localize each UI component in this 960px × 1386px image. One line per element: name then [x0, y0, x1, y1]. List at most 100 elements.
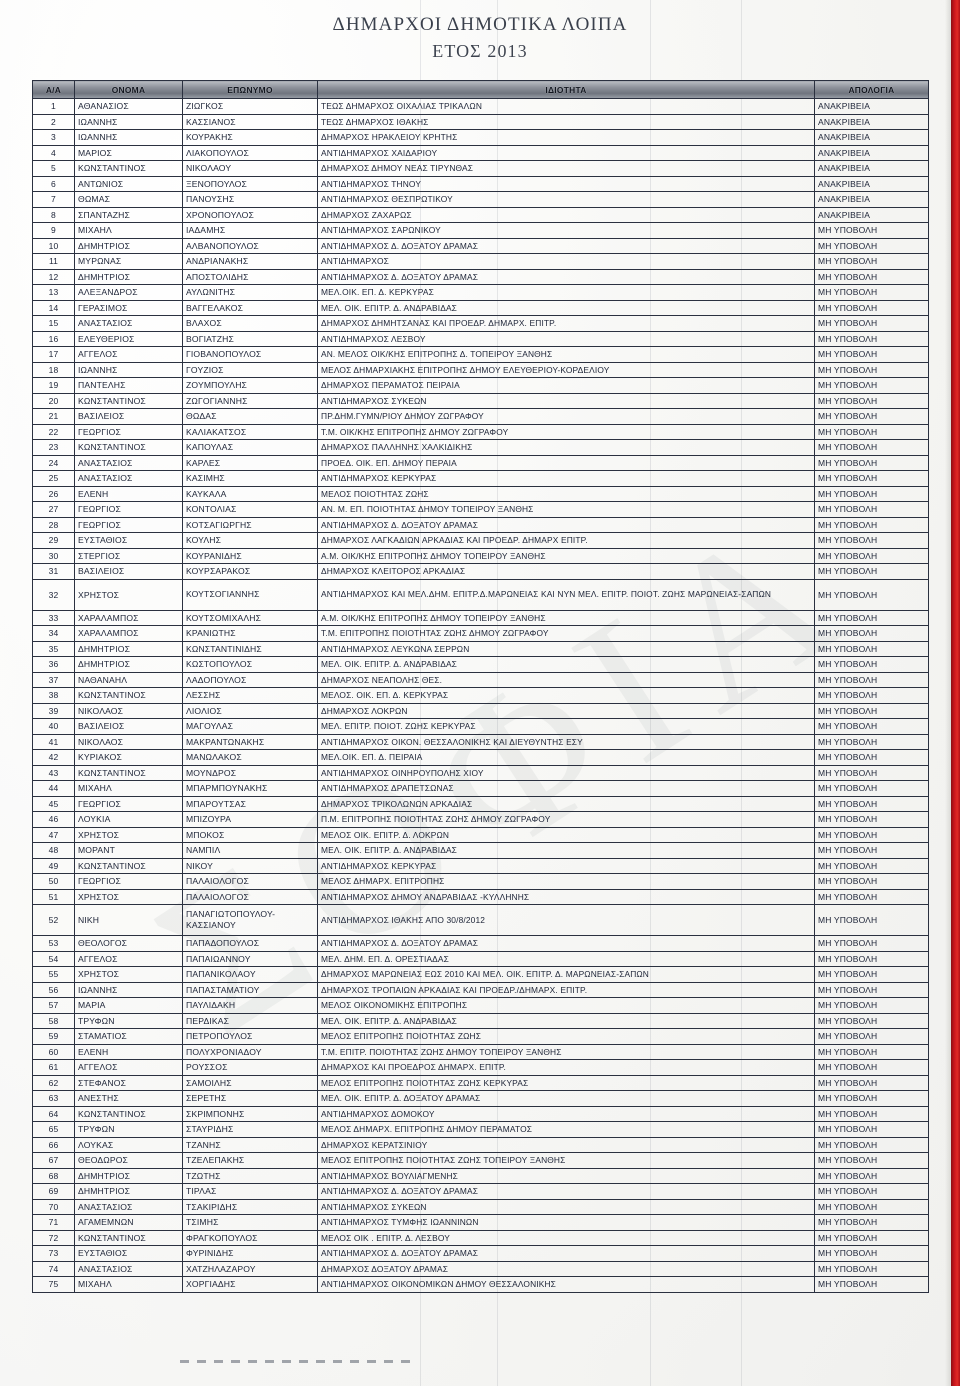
table-row: 42 ΚΥΡΙΑΚΟΣ ΜΑΝΩΛΑΚΟΣ ΜΕΛ.ΟΙΚ. ΕΠ. Δ. ΠΕΙΡΑ… [32, 749, 929, 766]
cell-surname: ΧΑΤΖΗΛΑΖΑΡΟΥ [182, 1260, 318, 1277]
cell-description: ΔΗΜΑΡΧΟΣ ΛΟΚΡΩΝ [317, 702, 815, 719]
cell-status: ΜΗ ΥΠΟΒΟΛΗ [814, 749, 929, 766]
cell-surname: ΞΕΝΟΠΟΥΛΟΣ [182, 175, 318, 192]
cell-description: ΜΕΛ. ΟΙΚ. ΕΠΙΤΡ. Δ. ΑΝΔΡΑΒΙΔΑΣ [317, 842, 815, 859]
cell-aa: 37 [32, 671, 75, 688]
cell-status: ΑΝΑΚΡΙΒΕΙΑ [814, 206, 929, 223]
cell-surname: ΤΣΑΚΙΡΙΔΗΣ [182, 1198, 318, 1215]
cell-description: ΑΝΤΙΔΗΜΑΡΧΟΣ ΚΑΙ ΜΕΛ.ΔΗΜ. ΕΠΙΤΡ.Δ.ΜΑΡΩΝΕ… [317, 578, 815, 611]
cell-description: ΜΕΛ.ΟΙΚ. ΕΠ. Δ. ΚΕΡΚΥΡΑΣ [317, 284, 815, 301]
column-header-status: ΑΠΟΛΟΓΙΑ [814, 80, 929, 99]
cell-aa: 54 [32, 950, 75, 967]
cell-name: ΕΛΕΝΗ [74, 485, 183, 502]
cell-aa: 49 [32, 857, 75, 874]
table-row: 33 ΧΑΡΑΛΑΜΠΟΣ ΚΟΥΤΣΟΜΙΧΑΛΗΣ Α.Μ. ΟΙΚ/ΚΗΣ ΕΠ… [32, 609, 929, 626]
cell-name: ΝΙΚΟΛΑΟΣ [74, 733, 183, 750]
cell-surname: ΠΕΤΡΟΠΟΥΛΟΣ [182, 1028, 318, 1045]
cell-name: ΑΝΑΣΤΑΣΙΟΣ [74, 1260, 183, 1277]
cell-status: ΜΗ ΥΠΟΒΟΛΗ [814, 702, 929, 719]
cell-status: ΜΗ ΥΠΟΒΟΛΗ [814, 1183, 929, 1200]
cell-surname: ΠΑΝΟΥΣΗΣ [182, 191, 318, 208]
table-row: 71 ΑΓΑΜΕΜΝΩΝ ΤΣΙΜΗΣ ΑΝΤΙΔΗΜΑΡΧΟΣ ΤΥΜΦΗΣ ΙΩΑ… [32, 1214, 929, 1231]
cell-status: ΑΝΑΚΡΙΒΕΙΑ [814, 113, 929, 130]
cell-aa: 65 [32, 1121, 75, 1138]
cell-name: ΙΩΑΝΝΗΣ [74, 129, 183, 146]
cell-description: ΔΗΜΑΡΧΟΣ ΔΗΜΗΤΣΑΝΑΣ ΚΑΙ ΠΡΟΕΔΡ. ΔΗΜΑΡΧ. … [317, 315, 815, 332]
cell-name: ΑΓΑΜΕΜΝΩΝ [74, 1214, 183, 1231]
cell-description: ΑΝΤΙΔΗΜΑΡΧΟΣ ΛΕΣΒΟΥ [317, 330, 815, 347]
cell-aa: 35 [32, 640, 75, 657]
cell-name: ΕΥΣΤΑΘΙΟΣ [74, 1245, 183, 1262]
table-row: 5 ΚΩΝΣΤΑΝΤΙΝΟΣ ΝΙΚΟΛΑΟΥ ΔΗΜΑΡΧΟΣ ΔΗΜΟΥ ΝΕΑΣ… [32, 160, 929, 177]
cell-surname: ΛΑΔΟΠΟΥΛΟΣ [182, 671, 318, 688]
cell-name: ΚΩΝΣΤΑΝΤΙΝΟΣ [74, 1229, 183, 1246]
cell-aa: 6 [32, 175, 75, 192]
cell-surname: ΚΩΣΤΟΠΟΥΛΟΣ [182, 656, 318, 673]
cell-name: ΝΙΚΟΛΑΟΣ [74, 702, 183, 719]
cell-description: Τ.Μ. ΕΠΙΤΡ. ΠΟΙΟΤΗΤΑΣ ΖΩΗΣ ΔΗΜΟΥ ΤΟΠΕΙΡΟ… [317, 1043, 815, 1060]
cell-name: ΑΓΓΕΛΟΣ [74, 950, 183, 967]
cell-status: ΜΗ ΥΠΟΒΟΛΗ [814, 935, 929, 952]
table-header-row: Α/Α ΟΝΟΜΑ ΕΠΩΝΥΜΟ ΙΔΙΟΤΗΤΑ ΑΠΟΛΟΓΙΑ [32, 80, 929, 99]
cell-description: ΜΕΛΟΣ ΕΠΙΤΡΟΠΗΣ ΠΟΙΟΤΗΤΑΣ ΖΩΗΣ ΚΕΡΚΥΡΑΣ [317, 1074, 815, 1091]
table-row: 45 ΓΕΩΡΓΙΟΣ ΜΠΑΡΟΥΤΣΑΣ ΔΗΜΑΡΧΟΣ ΤΡΙΚΟΛΩΝΩΝ … [32, 795, 929, 812]
cell-surname: ΚΩΝΣΤΑΝΤΙΝΙΔΗΣ [182, 640, 318, 657]
cell-aa: 68 [32, 1167, 75, 1184]
cell-aa: 59 [32, 1028, 75, 1045]
cell-description: ΑΝΤΙΔΗΜΑΡΧΟΣ ΒΟΥΛΙΑΓΜΕΝΗΣ [317, 1167, 815, 1184]
cell-surname: ΡΟΥΣΣΟΣ [182, 1059, 318, 1076]
cell-status: ΜΗ ΥΠΟΒΟΛΗ [814, 640, 929, 657]
column-header-aa: Α/Α [32, 80, 75, 99]
cell-status: ΑΝΑΚΡΙΒΕΙΑ [814, 129, 929, 146]
scan-edge-shadow [945, 0, 951, 1386]
table-row: 28 ΓΕΩΡΓΙΟΣ ΚΟΤΣΑΓΙΩΡΓΗΣ ΑΝΤΙΔΗΜΑΡΧΟΣ Δ. ΔΟ… [32, 516, 929, 533]
cell-aa: 20 [32, 392, 75, 409]
cell-surname: ΦΡΑΓΚΟΠΟΥΛΟΣ [182, 1229, 318, 1246]
cell-status: ΜΗ ΥΠΟΒΟΛΗ [814, 408, 929, 425]
cell-description: ΜΕΛΟΣ ΕΠΙΤΡΟΠΗΣ ΠΟΙΟΤΗΤΑΣ ΖΩΗΣ ΤΟΠΕΙΡΟΥ … [317, 1152, 815, 1169]
cell-name: ΠΑΝΤΕΛΗΣ [74, 377, 183, 394]
cell-description: ΜΕΛ. ΟΙΚ. ΕΠΙΤΡ. Δ. ΔΟΞΑΤΟΥ ΔΡΑΜΑΣ [317, 1090, 815, 1107]
cell-aa: 73 [32, 1245, 75, 1262]
cell-name: ΚΥΡΙΑΚΟΣ [74, 749, 183, 766]
cell-description: ΔΗΜΑΡΧΟΣ ΛΑΓΚΑΔΙΩΝ ΑΡΚΑΔΙΑΣ ΚΑΙ ΠΡΟΕΔΡ. … [317, 532, 815, 549]
cell-description: ΑΝ. Μ. ΕΠ. ΠΟΙΟΤΗΤΑΣ ΔΗΜΟΥ ΤΟΠΕΙΡΟΥ ΞΑΝΘ… [317, 501, 815, 518]
cell-description: ΜΕΛ. ΟΙΚ. ΕΠΙΤΡ. Δ. ΑΝΔΡΑΒΙΔΑΣ [317, 1012, 815, 1029]
table-row: 20 ΚΩΝΣΤΑΝΤΙΝΟΣ ΖΩΓΟΓΙΑΝΝΗΣ ΑΝΤΙΔΗΜΑΡΧΟΣ ΣΥ… [32, 392, 929, 409]
cell-description: ΔΗΜΑΡΧΟΣ ΤΡΙΚΟΛΩΝΩΝ ΑΡΚΑΔΙΑΣ [317, 795, 815, 812]
table-row: 10 ΔΗΜΗΤΡΙΟΣ ΑΛΒΑΝΟΠΟΥΛΟΣ ΑΝΤΙΔΗΜΑΡΧΟΣ Δ. Δ… [32, 237, 929, 254]
cell-status: ΜΗ ΥΠΟΒΟΛΗ [814, 470, 929, 487]
cell-status: ΜΗ ΥΠΟΒΟΛΗ [814, 268, 929, 285]
cell-status: ΜΗ ΥΠΟΒΟΛΗ [814, 563, 929, 580]
cell-aa: 70 [32, 1198, 75, 1215]
cell-status: ΜΗ ΥΠΟΒΟΛΗ [814, 780, 929, 797]
cell-description: ΔΗΜΑΡΧΟΣ ΚΕΡΑΤΣΙΝΙΟΥ [317, 1136, 815, 1153]
cell-status: ΜΗ ΥΠΟΒΟΛΗ [814, 1152, 929, 1169]
cell-name: ΔΗΜΗΤΡΙΟΣ [74, 237, 183, 254]
cell-surname: ΒΛΑΧΟΣ [182, 315, 318, 332]
cell-name: ΧΑΡΑΛΑΜΠΟΣ [74, 625, 183, 642]
table-row: 62 ΣΤΕΦΑΝΟΣ ΣΑΜΟΙΛΗΣ ΜΕΛΟΣ ΕΠΙΤΡΟΠΗΣ ΠΟΙΟΤΗ… [32, 1074, 929, 1091]
cell-surname: ΖΩΓΟΓΙΑΝΝΗΣ [182, 392, 318, 409]
table-row: 30 ΣΤΕΡΓΙΟΣ ΚΟΥΡΑΝΙΔΗΣ Α.Μ. ΟΙΚ/ΚΗΣ ΕΠΙΤΡΟΠ… [32, 547, 929, 564]
cell-description: ΑΝΤΙΔΗΜΑΡΧΟΣ ΟΙΝΗΡΟΥΠΟΛΗΣ ΧΙΟΥ [317, 764, 815, 781]
table-row: 52 ΝΙΚΗ ΠΑΝΑΓΙΩΤΟΠΟΥΛΟΥ-ΚΑΣΣΙΑΝΟΥ ΑΝΤΙΔΗΜΑΡ… [32, 904, 929, 936]
cell-name: ΜΥΡΩΝΑΣ [74, 253, 183, 270]
cell-surname: ΛΙΑΚΟΠΟΥΛΟΣ [182, 144, 318, 161]
cell-status: ΜΗ ΥΠΟΒΟΛΗ [814, 950, 929, 967]
cell-description: ΜΕΛΟΣ ΟΙΚ . ΕΠΙΤΡ. Δ. ΛΕΣΒΟΥ [317, 1229, 815, 1246]
cell-description: ΑΝΤΙΔΗΜΑΡΧΟΣ ΛΕΥΚΩΝΑ ΣΕΡΡΩΝ [317, 640, 815, 657]
cell-name: ΔΗΜΗΤΡΙΟΣ [74, 640, 183, 657]
cell-status: ΜΗ ΥΠΟΒΟΛΗ [814, 873, 929, 890]
cell-aa: 30 [32, 547, 75, 564]
cell-surname: ΜΟΥΝΔΡΟΣ [182, 764, 318, 781]
cell-status: ΜΗ ΥΠΟΒΟΛΗ [814, 609, 929, 626]
cell-status: ΜΗ ΥΠΟΒΟΛΗ [814, 485, 929, 502]
cell-status: ΜΗ ΥΠΟΒΟΛΗ [814, 516, 929, 533]
cell-surname: ΠΑΛΑΙΟΛΟΓΟΣ [182, 873, 318, 890]
cell-surname: ΓΙΟΒΑΝΟΠΟΥΛΟΣ [182, 346, 318, 363]
cell-surname: ΤΖΑΝΗΣ [182, 1136, 318, 1153]
cell-surname: ΖΙΩΓΚΟΣ [182, 98, 318, 115]
cell-status: ΜΗ ΥΠΟΒΟΛΗ [814, 315, 929, 332]
cell-aa: 24 [32, 454, 75, 471]
